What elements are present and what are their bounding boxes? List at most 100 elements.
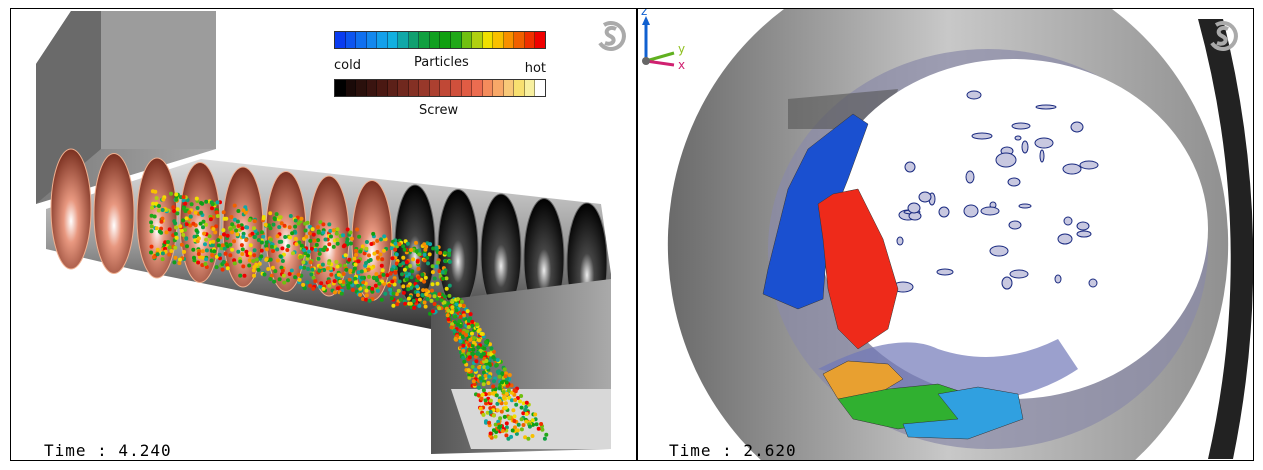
- drum-rim: [1198, 19, 1253, 459]
- particle: [476, 329, 481, 333]
- particle: [486, 381, 491, 385]
- colorbar-swatch: [524, 32, 536, 48]
- particle: [370, 289, 375, 294]
- particle: [467, 343, 472, 348]
- particle: [295, 215, 300, 220]
- colorbar-swatch: [345, 32, 357, 48]
- fluid-droplet: [989, 245, 1009, 257]
- particle: [398, 297, 403, 302]
- particle: [481, 412, 486, 417]
- particle: [506, 436, 511, 441]
- particle: [244, 238, 249, 242]
- particle: [252, 226, 256, 231]
- particle: [390, 267, 394, 272]
- particle: [268, 257, 273, 262]
- particle: [321, 286, 326, 291]
- fluid-droplet: [936, 268, 954, 276]
- axis-x-label: x: [678, 58, 685, 72]
- particle: [279, 265, 284, 270]
- particle: [375, 250, 380, 254]
- colorbar-swatch: [451, 80, 462, 96]
- screw-flight: [50, 148, 92, 270]
- particle: [391, 303, 396, 308]
- particle: [261, 216, 266, 221]
- particle: [321, 222, 326, 227]
- particle: [254, 257, 259, 262]
- particle: [417, 297, 422, 302]
- particle: [407, 272, 412, 277]
- particle: [310, 227, 315, 232]
- colorbar-swatch: [387, 32, 399, 48]
- particle: [476, 385, 481, 390]
- particles-title: Particles: [414, 55, 469, 70]
- particle: [368, 258, 373, 262]
- particle: [406, 287, 411, 292]
- particle: [481, 351, 486, 356]
- particle: [166, 240, 171, 244]
- particle: [504, 425, 509, 430]
- particle: [424, 292, 429, 297]
- particle: [530, 418, 535, 423]
- particle: [214, 210, 219, 215]
- particle: [500, 380, 504, 385]
- particle: [193, 210, 198, 215]
- particle: [242, 273, 247, 278]
- particle: [503, 405, 508, 410]
- particle: [151, 201, 156, 206]
- particle: [175, 207, 180, 212]
- particle: [261, 234, 266, 239]
- particle: [214, 224, 219, 229]
- particle: [412, 305, 417, 310]
- particle: [431, 246, 436, 251]
- particle: [484, 340, 488, 345]
- particle: [483, 398, 488, 403]
- particle: [461, 348, 466, 353]
- particle: [348, 241, 353, 246]
- particle: [335, 227, 340, 232]
- particle: [181, 232, 186, 237]
- particle: [495, 408, 500, 413]
- particle: [436, 260, 440, 265]
- particle: [221, 210, 226, 215]
- particle: [280, 246, 285, 251]
- particle: [256, 238, 261, 243]
- particle: [470, 364, 475, 369]
- particle: [422, 252, 427, 257]
- particle: [492, 379, 496, 384]
- particle: [504, 421, 509, 426]
- particle: [178, 257, 182, 262]
- particle: [204, 237, 209, 242]
- particle: [411, 298, 416, 303]
- particle: [383, 291, 388, 296]
- particle: [493, 387, 498, 392]
- particle: [405, 241, 410, 246]
- colorbar-swatch: [335, 80, 346, 96]
- particle: [518, 399, 522, 404]
- particle: [530, 434, 535, 438]
- particle: [225, 262, 229, 267]
- right-simulation-panel: z y x Time : 2.620: [637, 8, 1254, 461]
- particle: [403, 239, 408, 244]
- particle: [429, 298, 434, 303]
- particle: [174, 225, 178, 230]
- fluid-droplet: [1057, 233, 1073, 245]
- particle: [251, 259, 256, 263]
- particle: [199, 210, 204, 215]
- colorbar-swatch: [398, 32, 409, 48]
- particle: [487, 420, 492, 425]
- particle: [447, 253, 452, 258]
- particle: [427, 252, 432, 257]
- particle: [329, 272, 334, 277]
- colorbar-swatch: [451, 32, 462, 48]
- particle: [462, 359, 467, 364]
- particle: [181, 206, 186, 211]
- particle: [503, 374, 508, 379]
- particle: [521, 401, 526, 406]
- particle: [241, 231, 246, 236]
- particle: [401, 284, 406, 289]
- particle: [476, 393, 481, 398]
- particle: [464, 362, 469, 367]
- particle: [470, 331, 474, 336]
- particle: [356, 283, 361, 288]
- particle: [447, 293, 452, 298]
